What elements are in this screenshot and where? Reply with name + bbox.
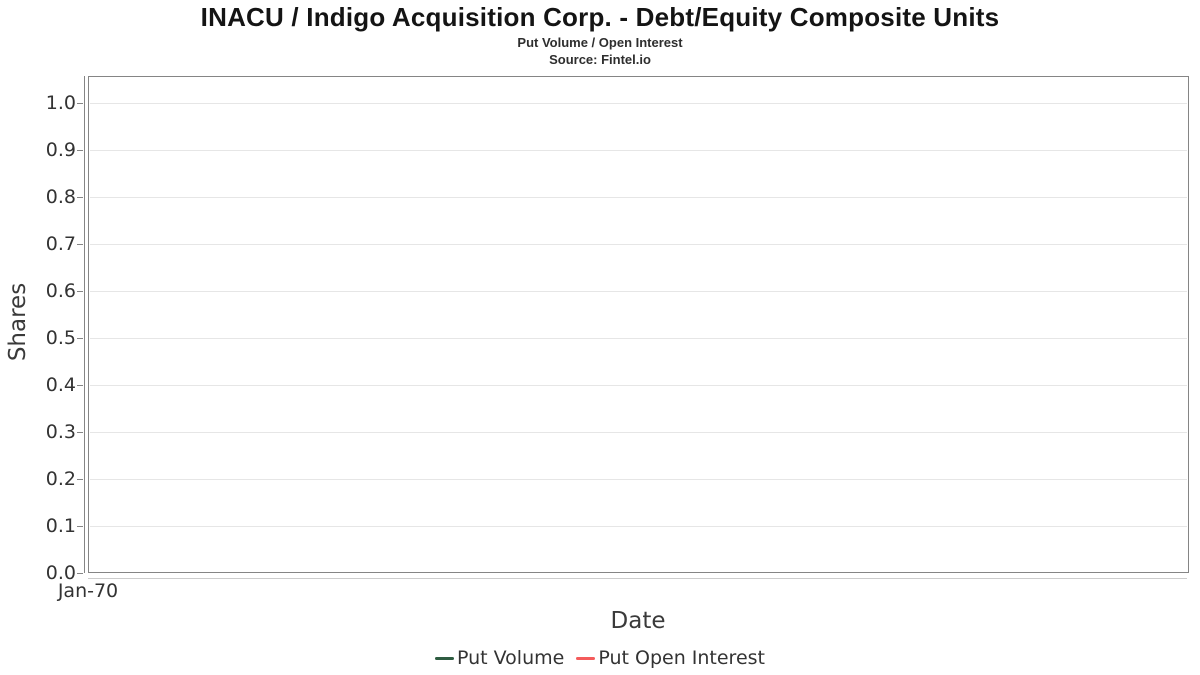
y-tick-mark	[77, 573, 83, 574]
y-tick-mark	[77, 243, 83, 245]
y-tick-mark	[77, 525, 83, 527]
y-tick-mark	[77, 290, 83, 292]
y-tick-label: 0.1	[45, 514, 76, 537]
legend: Put Volume Put Open Interest	[0, 647, 1200, 669]
y-tick-label: 1.0	[45, 91, 76, 114]
y-gridline	[90, 196, 1187, 198]
legend-label: Put Volume	[457, 647, 565, 669]
y-tick-label: 0.8	[45, 185, 76, 208]
y-tick-mark	[77, 149, 83, 151]
y-gridline	[90, 337, 1187, 339]
chart-source: Source: Fintel.io	[549, 52, 651, 67]
y-tick-mark	[77, 384, 83, 386]
y-tick-label: 0.6	[45, 279, 76, 302]
legend-item-put-open-interest[interactable]: Put Open Interest	[576, 647, 765, 669]
legend-line-icon	[576, 656, 596, 660]
y-tick-mark	[77, 431, 83, 433]
y-gridline	[90, 149, 1187, 151]
y-gridline	[90, 478, 1187, 480]
y-tick-mark	[77, 478, 83, 480]
y-tick-label: 0.4	[45, 373, 76, 396]
y-gridline	[90, 384, 1187, 386]
y-tick-label: 0.3	[45, 420, 76, 443]
plot-area	[88, 76, 1189, 573]
y-tick-label: 0.2	[45, 467, 76, 490]
y-tick-mark	[77, 196, 83, 198]
y-tick-label: 0.7	[45, 232, 76, 255]
y-gridline	[90, 525, 1187, 527]
y-tick-label: 0.5	[45, 326, 76, 349]
x-axis-line	[88, 577, 1187, 579]
y-gridline	[90, 102, 1187, 104]
x-tick-label: Jan-70	[57, 580, 119, 602]
legend-item-put-volume[interactable]: Put Volume	[435, 647, 564, 669]
chart-subtitle: Put Volume / Open Interest	[517, 35, 683, 50]
legend-label: Put Open Interest	[598, 647, 765, 669]
y-tick-label: 0.9	[45, 138, 76, 161]
y-gridline	[90, 431, 1187, 433]
y-tick-mark	[77, 102, 83, 104]
chart-title: INACU / Indigo Acquisition Corp. - Debt/…	[200, 2, 1000, 32]
x-axis-title: Date	[610, 608, 666, 634]
y-gridline	[90, 290, 1187, 292]
legend-line-icon	[435, 656, 454, 660]
y-tick-mark	[77, 337, 83, 339]
y-axis-line	[83, 76, 85, 573]
y-gridline	[90, 243, 1187, 245]
y-tick-label: 0.0	[45, 562, 76, 584]
